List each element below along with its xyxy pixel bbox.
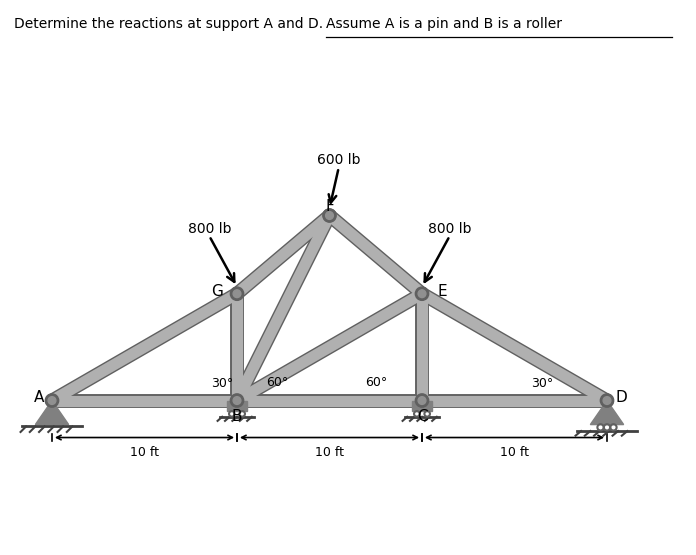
Text: E: E xyxy=(438,284,447,299)
Polygon shape xyxy=(590,401,624,425)
Circle shape xyxy=(230,394,244,407)
Circle shape xyxy=(416,287,429,300)
Text: A: A xyxy=(34,390,45,405)
Circle shape xyxy=(233,397,241,405)
Circle shape xyxy=(323,209,336,222)
Circle shape xyxy=(48,397,56,405)
Text: D: D xyxy=(616,390,628,405)
Text: 60°: 60° xyxy=(267,376,289,390)
Text: 60°: 60° xyxy=(365,376,387,390)
Circle shape xyxy=(326,211,333,219)
Text: 800 lb: 800 lb xyxy=(428,222,471,236)
Circle shape xyxy=(416,394,429,407)
Circle shape xyxy=(603,397,611,405)
Text: 800 lb: 800 lb xyxy=(187,222,231,236)
Text: 10 ft: 10 ft xyxy=(315,446,344,459)
Text: 30°: 30° xyxy=(211,377,233,390)
Text: 10 ft: 10 ft xyxy=(130,446,159,459)
Text: 10 ft: 10 ft xyxy=(500,446,529,459)
Circle shape xyxy=(418,290,426,297)
Text: 600 lb: 600 lb xyxy=(317,153,361,168)
Circle shape xyxy=(418,397,426,405)
Text: F: F xyxy=(325,199,334,214)
Text: Determine the reactions at support A and D.: Determine the reactions at support A and… xyxy=(14,17,327,31)
Polygon shape xyxy=(227,401,247,411)
Polygon shape xyxy=(35,401,69,425)
Text: B: B xyxy=(232,408,242,424)
Circle shape xyxy=(230,287,244,300)
Text: Assume A is a pin and B is a roller: Assume A is a pin and B is a roller xyxy=(326,17,562,31)
Circle shape xyxy=(233,290,241,297)
Text: 30°: 30° xyxy=(531,377,553,390)
Text: G: G xyxy=(211,284,223,299)
Polygon shape xyxy=(412,401,432,411)
Text: C: C xyxy=(417,408,427,424)
Circle shape xyxy=(601,394,614,407)
Circle shape xyxy=(45,394,58,407)
